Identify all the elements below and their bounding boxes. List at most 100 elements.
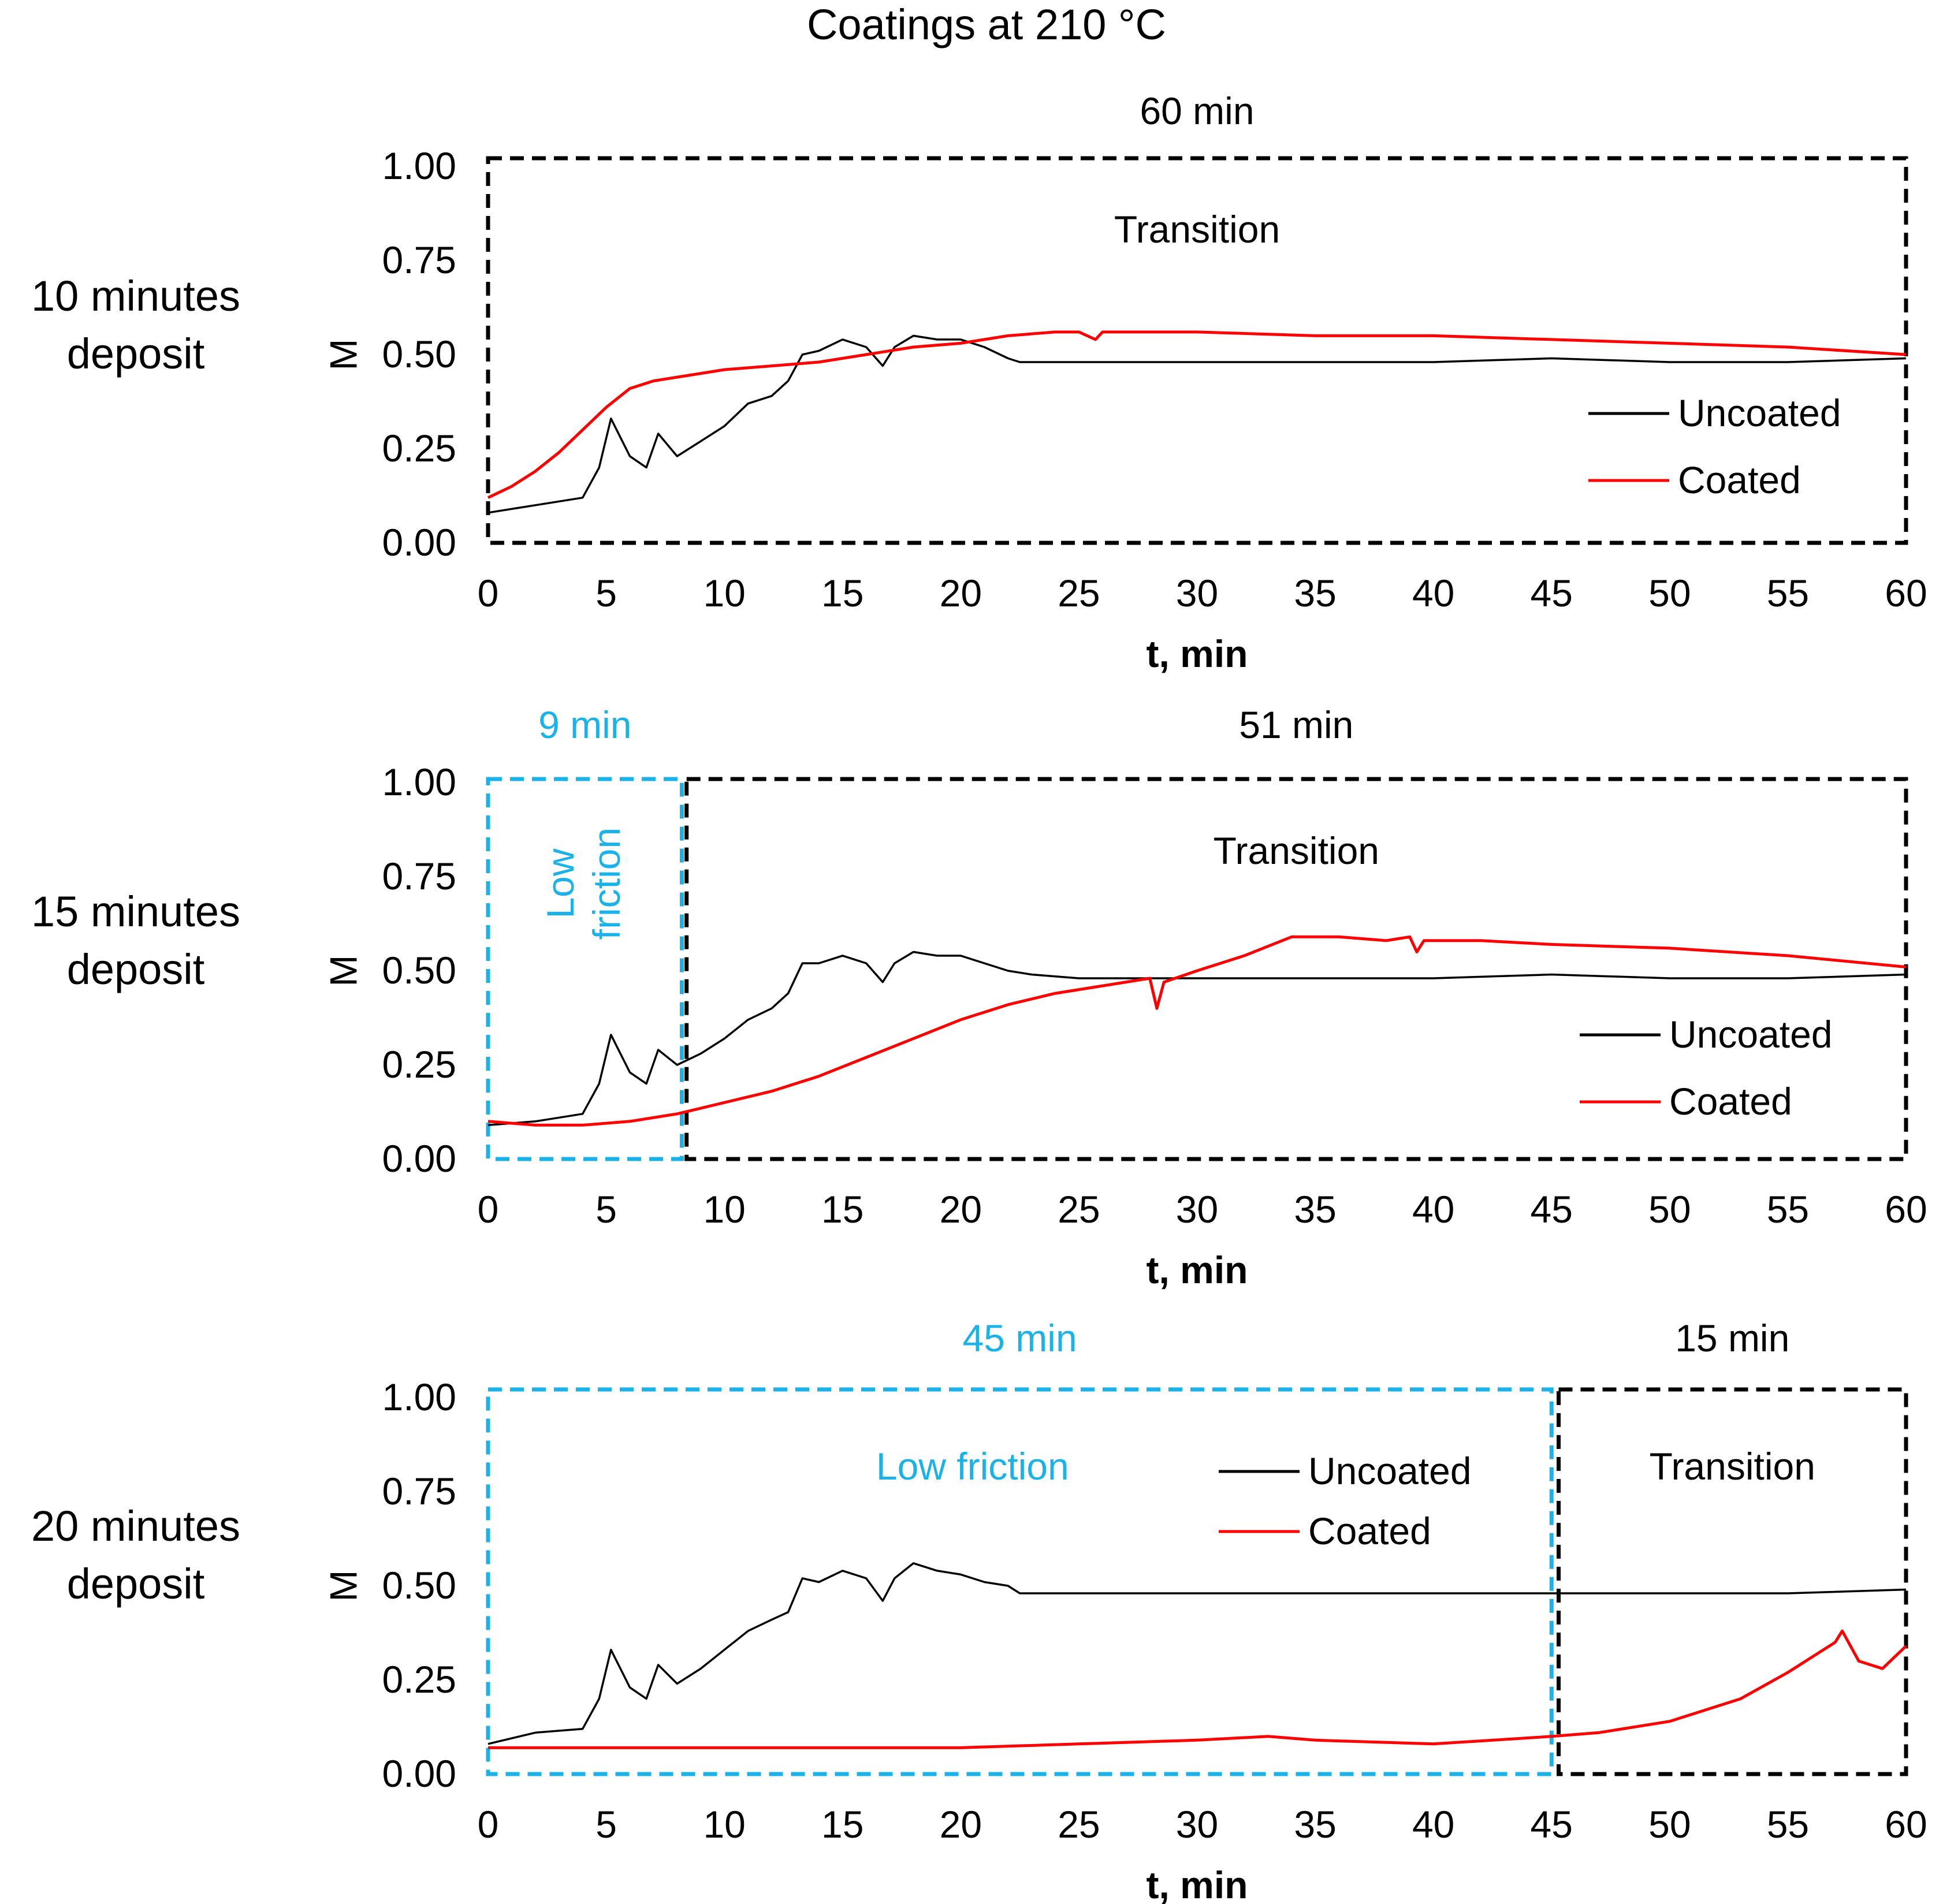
x-tick-label: 15: [821, 1188, 863, 1231]
region-label: Low friction: [876, 1445, 1069, 1488]
region-duration-label: 60 min: [1140, 90, 1254, 132]
y-tick-label: 1.00: [382, 761, 456, 803]
x-tick-label: 10: [703, 1188, 745, 1231]
row-label-line-2: deposit: [67, 945, 205, 993]
x-axis-title: t, min: [1147, 632, 1248, 675]
x-tick-label: 45: [1531, 1188, 1573, 1231]
y-tick-label: 0.75: [382, 855, 456, 897]
x-tick-label: 50: [1648, 1188, 1691, 1231]
x-tick-label: 60: [1885, 1803, 1927, 1846]
figure-title: Coatings at 210 °C: [807, 1, 1166, 49]
x-tick-label: 25: [1058, 1803, 1100, 1846]
legend-label-uncoated: Uncoated: [1678, 392, 1841, 434]
x-tick-label: 25: [1058, 1188, 1100, 1231]
x-tick-label: 40: [1412, 1803, 1454, 1846]
region-transition-box: [486, 156, 1908, 545]
y-axis-title: M: [322, 1570, 364, 1602]
x-tick-label: 35: [1294, 1188, 1336, 1231]
y-tick-label: 0.50: [382, 333, 456, 375]
region-label-line-1: Low: [539, 848, 582, 918]
y-tick-label: 0.00: [382, 521, 456, 564]
x-tick-label: 10: [703, 1803, 745, 1846]
region-label: Transition: [1650, 1445, 1815, 1488]
y-tick-label: 0.75: [382, 1470, 456, 1512]
x-tick-label: 55: [1767, 572, 1809, 614]
legend-label-coated: Coated: [1308, 1510, 1431, 1552]
region-transition-box: [684, 777, 1908, 1161]
x-tick-label: 0: [478, 1803, 499, 1846]
x-tick-label: 30: [1176, 1188, 1218, 1231]
x-tick-label: 45: [1531, 572, 1573, 614]
x-tick-label: 40: [1412, 1188, 1454, 1231]
region-duration-label: 45 min: [963, 1317, 1077, 1359]
series-line-coated: [488, 1629, 1907, 1749]
x-tick-label: 20: [940, 1188, 982, 1231]
x-tick-label: 30: [1176, 572, 1218, 614]
y-tick-label: 0.00: [382, 1137, 456, 1180]
x-tick-label: 60: [1885, 572, 1927, 614]
x-tick-label: 20: [940, 572, 982, 614]
x-tick-label: 50: [1648, 572, 1691, 614]
panel-3: 20 minutes deposit M 0.00 0.25 0.50 0.75 1.00 0 5…: [31, 1317, 1927, 1904]
x-tick-label: 15: [821, 1803, 863, 1846]
legend-label-coated: Coated: [1678, 459, 1801, 501]
x-tick-label: 5: [595, 1803, 617, 1846]
x-tick-label: 35: [1294, 572, 1336, 614]
region-duration-label: 15 min: [1675, 1317, 1789, 1359]
x-tick-label: 55: [1767, 1188, 1809, 1231]
region-label: Transition: [1214, 829, 1379, 872]
panels-group: 10 minutes deposit M 0.00 0.25 0.50 0.75 1.00 0 5…: [31, 90, 1927, 1904]
series-line-coated: [487, 935, 1907, 1127]
y-axis-title: M: [322, 955, 364, 987]
y-tick-label: 0.50: [382, 949, 456, 992]
x-tick-label: 45: [1531, 1803, 1573, 1846]
y-tick-label: 0.25: [382, 1658, 456, 1701]
y-tick-label: 0.25: [382, 427, 456, 470]
x-tick-label: 20: [940, 1803, 982, 1846]
row-label-line-1: 15 minutes: [31, 888, 240, 936]
x-tick-label: 60: [1885, 1188, 1927, 1231]
panel-2: 15 minutes deposit M 0.00 0.25 0.50 0.75 1.00 0 5…: [31, 703, 1927, 1291]
x-tick-label: 25: [1058, 572, 1100, 614]
legend-label-uncoated: Uncoated: [1669, 1013, 1833, 1056]
series-line-uncoated: [487, 951, 1907, 1127]
x-axis-title: t, min: [1147, 1864, 1248, 1904]
x-tick-label: 50: [1648, 1803, 1691, 1846]
region-duration-label: 9 min: [538, 703, 631, 746]
y-tick-label: 1.00: [382, 144, 456, 187]
x-tick-label: 5: [595, 572, 617, 614]
y-tick-label: 0.75: [382, 239, 456, 281]
x-tick-label: 5: [595, 1188, 617, 1231]
panel-1: 10 minutes deposit M 0.00 0.25 0.50 0.75 1.00 0 5…: [31, 90, 1927, 675]
row-label-line-1: 10 minutes: [31, 272, 240, 320]
region-low-friction-box: [486, 777, 684, 1161]
row-label-line-1: 20 minutes: [31, 1502, 240, 1550]
row-label-line-2: deposit: [67, 1560, 205, 1608]
series-line-uncoated: [487, 1562, 1907, 1745]
region-transition-box: [1557, 1387, 1908, 1776]
region-label: Transition: [1114, 208, 1280, 251]
row-label-line-2: deposit: [67, 330, 205, 378]
region-low-friction-box: [486, 1387, 1554, 1776]
x-tick-label: 15: [821, 572, 863, 614]
legend-label-coated: Coated: [1669, 1080, 1792, 1123]
x-axis-title: t, min: [1147, 1249, 1248, 1291]
x-tick-label: 35: [1294, 1803, 1336, 1846]
x-tick-label: 10: [703, 572, 745, 614]
y-tick-label: 0.50: [382, 1564, 456, 1607]
y-tick-label: 1.00: [382, 1376, 456, 1418]
series-line-coated: [487, 330, 1907, 500]
y-tick-label: 0.00: [382, 1752, 456, 1795]
x-tick-label: 0: [478, 1188, 499, 1231]
legend-label-uncoated: Uncoated: [1308, 1450, 1472, 1492]
y-tick-label: 0.25: [382, 1043, 456, 1086]
region-label-line-2: friction: [585, 828, 628, 940]
y-axis-title: M: [322, 339, 364, 371]
x-tick-label: 0: [478, 572, 499, 614]
series-line-uncoated: [487, 334, 1907, 514]
x-tick-label: 30: [1176, 1803, 1218, 1846]
x-tick-label: 55: [1767, 1803, 1809, 1846]
region-duration-label: 51 min: [1239, 703, 1353, 746]
x-tick-label: 40: [1412, 572, 1454, 614]
